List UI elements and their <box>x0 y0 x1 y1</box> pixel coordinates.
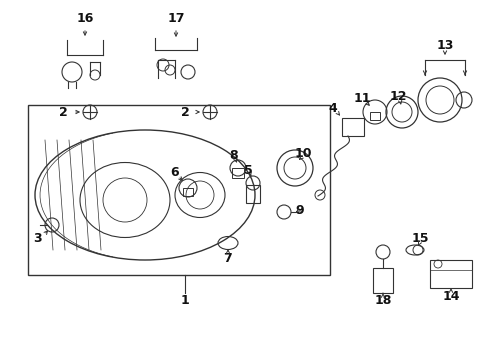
Text: 3: 3 <box>34 231 42 244</box>
Bar <box>28 105 329 275</box>
Bar <box>245 185 260 203</box>
Text: 18: 18 <box>373 293 391 306</box>
Text: 7: 7 <box>223 252 232 265</box>
Text: 8: 8 <box>229 149 238 162</box>
Text: 17: 17 <box>167 12 184 24</box>
Text: 11: 11 <box>352 91 370 104</box>
Text: 9: 9 <box>295 203 304 216</box>
Text: 2: 2 <box>180 105 189 118</box>
Text: 13: 13 <box>435 39 453 51</box>
Bar <box>369 112 379 120</box>
Text: 12: 12 <box>388 90 406 103</box>
Text: 5: 5 <box>243 163 252 176</box>
Text: 14: 14 <box>441 291 459 303</box>
Text: 2: 2 <box>59 105 67 118</box>
Bar <box>341 118 363 136</box>
Text: 6: 6 <box>170 166 179 179</box>
Bar <box>183 188 193 196</box>
Text: 15: 15 <box>410 231 428 244</box>
Bar <box>372 268 392 293</box>
Text: 1: 1 <box>180 294 189 307</box>
Bar <box>231 168 244 178</box>
Bar <box>429 260 471 288</box>
Text: 4: 4 <box>328 102 337 114</box>
Text: 10: 10 <box>294 147 311 159</box>
Text: 16: 16 <box>76 12 94 24</box>
